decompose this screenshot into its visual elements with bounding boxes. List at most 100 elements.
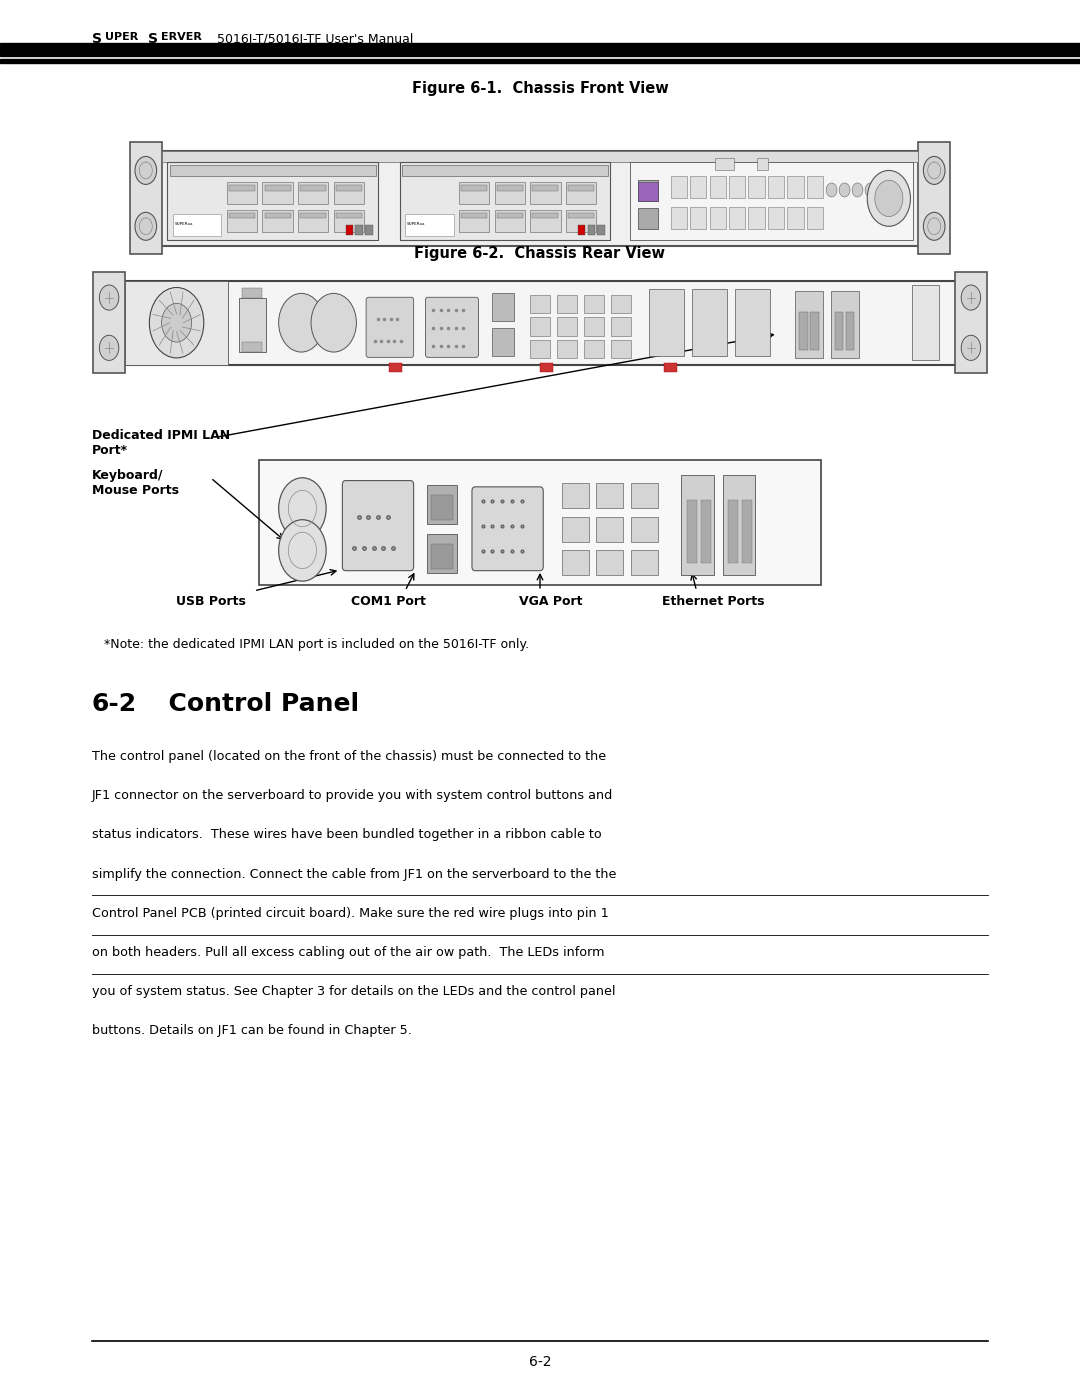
Circle shape xyxy=(279,478,326,539)
Bar xyxy=(346,225,353,235)
Bar xyxy=(768,207,784,229)
Bar xyxy=(93,272,125,373)
Bar xyxy=(768,176,784,198)
Bar xyxy=(530,182,561,204)
Bar xyxy=(795,291,823,358)
Bar xyxy=(262,210,293,232)
Bar xyxy=(530,295,550,313)
Bar xyxy=(265,184,291,190)
FancyBboxPatch shape xyxy=(342,481,414,571)
Bar xyxy=(568,184,594,190)
Bar xyxy=(664,363,677,372)
Circle shape xyxy=(865,183,876,197)
Bar xyxy=(229,184,255,190)
Bar xyxy=(671,207,687,229)
Bar xyxy=(557,295,577,313)
Circle shape xyxy=(311,293,356,352)
Bar xyxy=(557,339,577,358)
Bar xyxy=(495,182,525,204)
Circle shape xyxy=(279,293,324,352)
Bar xyxy=(807,207,823,229)
Bar xyxy=(532,212,558,218)
Bar xyxy=(596,483,623,509)
Bar xyxy=(492,328,514,356)
Bar xyxy=(336,212,362,218)
Circle shape xyxy=(961,285,981,310)
Bar xyxy=(631,550,658,576)
Bar xyxy=(227,182,257,204)
Bar xyxy=(831,291,859,358)
Text: USB Ports: USB Ports xyxy=(176,595,245,608)
Text: Dedicated IPMI LAN
Port*: Dedicated IPMI LAN Port* xyxy=(92,429,230,457)
Bar xyxy=(431,543,453,569)
Text: Control Panel: Control Panel xyxy=(151,692,360,715)
Bar xyxy=(562,483,589,509)
Bar xyxy=(748,176,765,198)
Bar xyxy=(530,339,550,358)
Circle shape xyxy=(867,170,910,226)
Circle shape xyxy=(923,156,945,184)
Bar xyxy=(530,317,550,335)
Text: Ethernet Ports: Ethernet Ports xyxy=(662,595,764,608)
FancyBboxPatch shape xyxy=(472,488,543,571)
Bar xyxy=(265,212,291,218)
Circle shape xyxy=(961,335,981,360)
Bar xyxy=(671,176,687,198)
FancyBboxPatch shape xyxy=(366,298,414,358)
Bar xyxy=(461,212,487,218)
Bar xyxy=(748,207,765,229)
Bar xyxy=(540,363,553,372)
Bar xyxy=(259,460,821,585)
Circle shape xyxy=(99,335,119,360)
Bar xyxy=(431,495,453,520)
Bar xyxy=(729,176,745,198)
Bar xyxy=(729,207,745,229)
Bar xyxy=(631,517,658,542)
Text: Control Panel PCB (printed circuit board). Make sure the red wire plugs into pin: Control Panel PCB (printed circuit board… xyxy=(92,907,608,919)
Text: SUPERᴜᴀ: SUPERᴜᴀ xyxy=(407,222,426,226)
Circle shape xyxy=(279,520,326,581)
Text: Figure 6-1.  Chassis Front View: Figure 6-1. Chassis Front View xyxy=(411,81,669,96)
Bar xyxy=(125,281,228,365)
Bar xyxy=(578,225,585,235)
Bar xyxy=(630,162,913,240)
Bar xyxy=(262,182,293,204)
Bar xyxy=(334,210,364,232)
Bar xyxy=(596,517,623,542)
Text: *Note: the dedicated IPMI LAN port is included on the 5016I-TF only.: *Note: the dedicated IPMI LAN port is in… xyxy=(92,638,529,651)
Text: you of system status. See Chapter 3 for details on the LEDs and the control pane: you of system status. See Chapter 3 for … xyxy=(92,985,616,997)
Bar xyxy=(631,483,658,509)
Bar xyxy=(459,182,489,204)
Text: simplify the connection. Connect the cable from JF1 on the serverboard to the th: simplify the connection. Connect the cab… xyxy=(92,868,617,880)
Text: Figure 6-2.  Chassis Rear View: Figure 6-2. Chassis Rear View xyxy=(415,246,665,261)
Bar xyxy=(912,285,939,360)
Bar xyxy=(597,225,605,235)
Circle shape xyxy=(839,183,850,197)
FancyBboxPatch shape xyxy=(426,298,478,358)
Bar xyxy=(298,182,328,204)
Bar xyxy=(710,207,726,229)
Bar xyxy=(638,208,658,229)
Bar xyxy=(532,184,558,190)
Bar xyxy=(810,312,819,349)
Bar xyxy=(584,317,604,335)
Bar xyxy=(757,158,768,170)
Bar xyxy=(638,180,658,201)
Bar xyxy=(649,289,684,356)
Circle shape xyxy=(135,156,157,184)
Bar xyxy=(742,500,752,563)
Text: The control panel (located on the front of the chassis) must be connected to the: The control panel (located on the front … xyxy=(92,750,606,763)
Bar xyxy=(735,289,770,356)
Bar xyxy=(723,475,755,576)
Bar xyxy=(710,176,726,198)
Bar xyxy=(846,312,854,349)
Bar xyxy=(588,225,595,235)
Circle shape xyxy=(923,212,945,240)
Circle shape xyxy=(99,285,119,310)
Bar xyxy=(402,165,608,176)
Bar xyxy=(557,317,577,335)
Bar xyxy=(227,210,257,232)
Bar xyxy=(807,176,823,198)
Bar xyxy=(162,151,918,162)
Bar xyxy=(336,184,362,190)
